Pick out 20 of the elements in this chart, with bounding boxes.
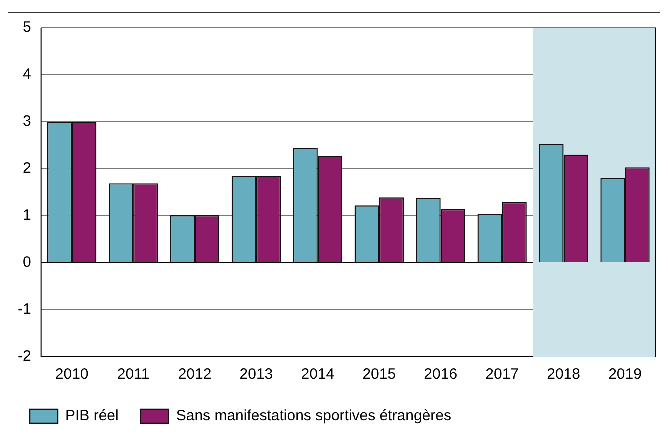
y-tick-label: 2 — [22, 160, 32, 178]
y-tick-label: 0 — [22, 254, 32, 272]
y-tick-label: -2 — [18, 348, 32, 366]
x-tick-label: 2015 — [362, 366, 396, 384]
x-tick-label: 2011 — [117, 366, 150, 384]
x-tick-label: 2014 — [301, 366, 335, 384]
x-tick-label: 2012 — [178, 366, 212, 384]
legend-label: Sans manifestations sportives étrangères — [176, 408, 452, 425]
x-tick-label: 2016 — [424, 366, 458, 384]
y-tick-label: -1 — [18, 301, 32, 318]
x-tick-label: 2010 — [55, 366, 89, 384]
x-tick-label: 2017 — [486, 366, 520, 384]
legend-label: PIB réel — [66, 408, 119, 425]
x-tick-label: 2019 — [608, 366, 642, 384]
y-tick-label: 3 — [22, 113, 32, 130]
y-tick-label: 1 — [22, 207, 32, 224]
y-tick-label: 5 — [22, 19, 32, 36]
y-tick-label: 4 — [22, 66, 32, 84]
x-tick-label: 2013 — [240, 366, 274, 384]
x-tick-label: 2018 — [547, 366, 580, 384]
